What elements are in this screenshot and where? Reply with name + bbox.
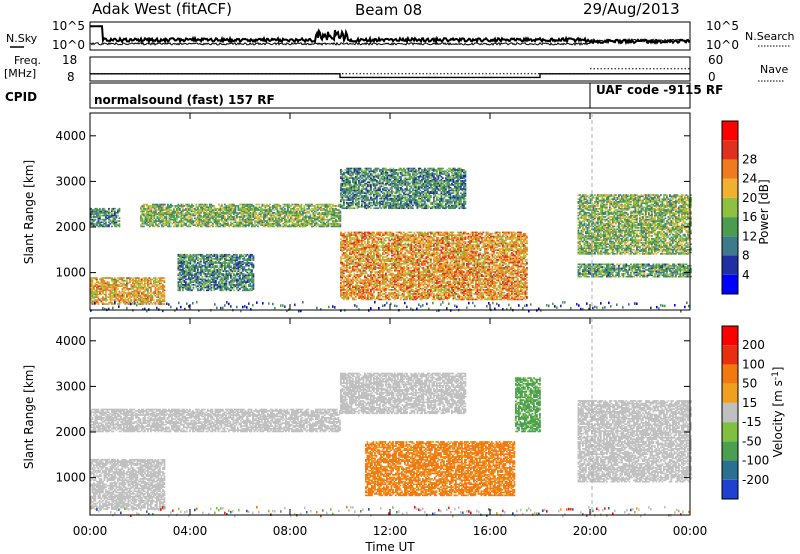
echo-cell <box>142 217 144 219</box>
echo-cell <box>114 208 116 210</box>
echo-cell <box>119 220 121 222</box>
echo-cell <box>119 217 121 219</box>
rti-plot: Adak West (fitACF) Beam 08 29/Aug/2013 N… <box>0 0 800 554</box>
echo-cell <box>164 204 166 206</box>
nsky-label: N.Sky <box>6 32 38 45</box>
echo-cell <box>119 223 121 225</box>
echo-cell <box>164 290 166 292</box>
power-echoes <box>90 168 692 313</box>
nsky-tick-bottom: 10^0 <box>52 38 85 52</box>
beam-title: Beam 08 <box>355 1 422 19</box>
echo-cell <box>98 296 100 298</box>
nsearch-tick-top: 10^5 <box>706 19 739 33</box>
nave-tick-top: 60 <box>708 53 723 67</box>
echo-cell <box>95 219 97 221</box>
echo-cell <box>214 205 216 207</box>
nsky-tick-top: 10^5 <box>52 19 85 33</box>
echo-cell <box>117 288 119 290</box>
cpid-program-2: UAF code -9115 RF <box>596 83 723 97</box>
freq-tick-bottom: 8 <box>67 70 75 84</box>
freq-panel: Freq. [MHz] 18 8 60 0 Nave <box>4 53 788 84</box>
echo-cell <box>164 285 166 287</box>
echo-cell <box>143 226 145 228</box>
cpid-label: CPID <box>5 90 37 104</box>
echo-cell <box>206 204 208 206</box>
echo-cell <box>196 204 198 206</box>
radar-title: Adak West (fitACF) <box>92 0 232 18</box>
date-title: 29/Aug/2013 <box>583 0 680 18</box>
echo-cell <box>105 222 107 224</box>
echo-cell <box>158 226 160 228</box>
freq-unit: [MHz] <box>4 67 36 80</box>
echo-cell <box>170 226 172 228</box>
cpid-program-1: normalsound (fast) 157 RF <box>94 93 275 107</box>
echo-cell <box>164 292 166 294</box>
nave-label: Nave <box>760 63 788 76</box>
freq-trace <box>90 74 690 78</box>
echo-cell <box>193 205 195 207</box>
echo-cell <box>164 303 166 305</box>
echo-cell <box>191 217 193 219</box>
echo-cell <box>108 208 110 210</box>
echo-cell <box>108 281 110 283</box>
echo-cell <box>172 205 174 207</box>
echo-cell <box>96 277 98 279</box>
echo-cell <box>104 280 106 282</box>
nsky-panel: N.Sky 10^5 10^0 10^5 10^0 N.Search <box>6 19 795 52</box>
echo-cell <box>131 299 133 301</box>
echo-cell <box>164 277 166 279</box>
nsearch-label: N.Search <box>745 30 795 43</box>
echo-cell <box>164 280 166 282</box>
echo-cell <box>119 208 121 210</box>
echo-cell <box>117 215 119 217</box>
echo-cell <box>111 226 113 228</box>
echo-cell <box>107 299 109 301</box>
echo-cell <box>153 299 155 301</box>
nave-trace <box>90 69 690 74</box>
nave-tick-bottom: 0 <box>708 70 716 84</box>
echo-cell <box>190 226 192 228</box>
nsky-frame <box>90 22 690 50</box>
freq-tick-top: 18 <box>62 53 77 67</box>
cpid-panel: CPID normalsound (fast) 157 RF UAF code … <box>5 83 723 108</box>
echo-cell <box>104 208 106 210</box>
echo-cell <box>123 277 125 279</box>
nsearch-tick-bottom: 10^0 <box>706 38 739 52</box>
freq-label: Freq. <box>14 54 41 67</box>
